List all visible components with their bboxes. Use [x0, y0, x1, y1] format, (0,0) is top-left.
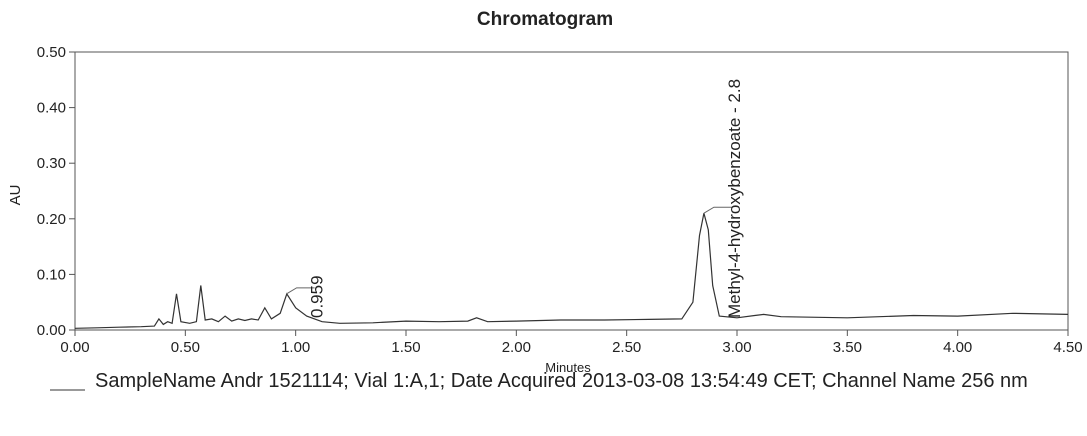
annotation-leader: [286, 287, 315, 295]
annotation-label: 0.959: [308, 275, 327, 318]
annotation-leader: [703, 206, 732, 214]
series-line: [74, 213, 1069, 329]
x-tick-label: 1.50: [391, 339, 420, 356]
y-tick-label: 0.40: [37, 100, 66, 117]
y-tick-label: 0.00: [37, 322, 66, 339]
x-tick-label: 3.50: [833, 339, 862, 356]
x-axis-label: Minutes: [545, 360, 591, 375]
y-tick-label: 0.50: [37, 44, 66, 61]
chart-title: Chromatogram: [477, 9, 613, 30]
y-axis-label: AU: [7, 185, 24, 206]
x-tick-label: 2.50: [612, 339, 641, 356]
x-tick-label: 2.00: [502, 339, 531, 356]
y-tick-label: 0.20: [37, 211, 66, 228]
y-tick-label: 0.30: [37, 155, 66, 172]
x-tick-label: 0.00: [60, 339, 89, 356]
x-tick-label: 1.00: [281, 339, 310, 356]
plot-frame: [74, 51, 1069, 331]
x-tick-label: 4.00: [943, 339, 972, 356]
x-tick-label: 0.50: [171, 339, 200, 356]
x-tick-label: 3.00: [722, 339, 751, 356]
x-tick-label: 4.50: [1053, 339, 1082, 356]
y-tick-label: 0.10: [37, 266, 66, 283]
annotation-label: Methyl-4-hydroxybenzoate - 2.8: [725, 79, 744, 318]
legend-entry: SampleName Andr 1521114; Vial 1:A,1; Dat…: [95, 370, 1028, 392]
